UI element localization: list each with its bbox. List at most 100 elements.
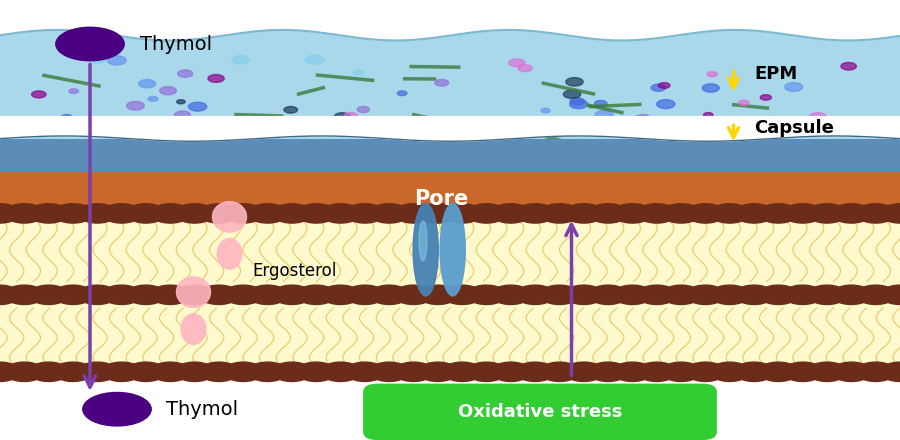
Circle shape [266,135,279,142]
Circle shape [176,100,185,104]
Circle shape [710,285,750,304]
Circle shape [88,55,105,63]
Circle shape [662,204,701,223]
Circle shape [53,285,93,304]
Circle shape [177,70,193,77]
Circle shape [467,204,507,223]
Bar [0,172,900,213]
Circle shape [77,204,117,223]
Circle shape [77,362,117,381]
Circle shape [564,204,604,223]
Circle shape [739,100,750,106]
Polygon shape [181,314,206,345]
Circle shape [807,285,847,304]
FancyBboxPatch shape [364,385,716,439]
Circle shape [126,204,166,223]
Circle shape [807,362,847,381]
Circle shape [0,285,20,304]
Circle shape [541,108,550,113]
Circle shape [518,65,532,72]
Text: EPM: EPM [754,65,797,83]
Circle shape [657,99,675,109]
Circle shape [369,285,409,304]
Circle shape [566,77,583,86]
Circle shape [127,102,144,110]
Circle shape [199,362,238,381]
Circle shape [53,204,93,223]
Circle shape [130,122,139,126]
Circle shape [119,126,136,135]
Circle shape [393,285,433,304]
Circle shape [662,362,701,381]
Text: Thymol: Thymol [166,400,238,419]
Circle shape [29,204,68,223]
Circle shape [175,362,214,381]
Circle shape [0,362,20,381]
Circle shape [175,111,190,119]
Circle shape [670,137,680,142]
Circle shape [880,285,900,304]
Circle shape [69,89,78,93]
Text: Oxidative stress: Oxidative stress [458,403,622,421]
Circle shape [613,285,652,304]
Circle shape [783,285,823,304]
Circle shape [305,55,324,64]
Circle shape [516,204,555,223]
Circle shape [634,114,652,123]
Circle shape [734,362,774,381]
Circle shape [443,285,482,304]
Circle shape [435,79,449,86]
Circle shape [175,285,214,304]
Circle shape [345,204,384,223]
Circle shape [29,285,68,304]
Circle shape [540,362,580,381]
Circle shape [369,362,409,381]
Circle shape [393,362,433,381]
Circle shape [651,84,666,92]
Circle shape [702,84,719,92]
Circle shape [345,285,384,304]
Circle shape [4,204,44,223]
Circle shape [589,204,628,223]
Circle shape [856,362,896,381]
Circle shape [397,91,407,95]
Circle shape [832,362,871,381]
Circle shape [208,74,224,82]
Circle shape [637,204,677,223]
Polygon shape [217,238,242,269]
Circle shape [564,362,604,381]
Circle shape [759,204,798,223]
Circle shape [467,285,507,304]
Circle shape [807,204,847,223]
Circle shape [150,362,190,381]
Circle shape [418,362,457,381]
Circle shape [296,285,336,304]
Circle shape [53,362,93,381]
Circle shape [707,72,717,77]
Circle shape [353,70,363,75]
Circle shape [175,204,214,223]
Circle shape [516,362,555,381]
Circle shape [272,285,311,304]
Circle shape [320,285,360,304]
Bar [0,213,900,295]
Circle shape [734,204,774,223]
Circle shape [199,204,238,223]
Circle shape [540,285,580,304]
Circle shape [320,362,360,381]
Circle shape [809,113,826,121]
Ellipse shape [418,221,427,260]
Circle shape [357,106,370,113]
Text: Capsule: Capsule [754,119,834,136]
Circle shape [107,56,126,65]
Circle shape [856,204,896,223]
Circle shape [589,362,628,381]
Text: Ergosterol: Ergosterol [252,262,337,280]
Circle shape [443,204,482,223]
Circle shape [613,204,652,223]
Circle shape [491,285,531,304]
Ellipse shape [440,203,465,296]
Circle shape [880,362,900,381]
Circle shape [841,62,857,70]
Circle shape [832,204,871,223]
